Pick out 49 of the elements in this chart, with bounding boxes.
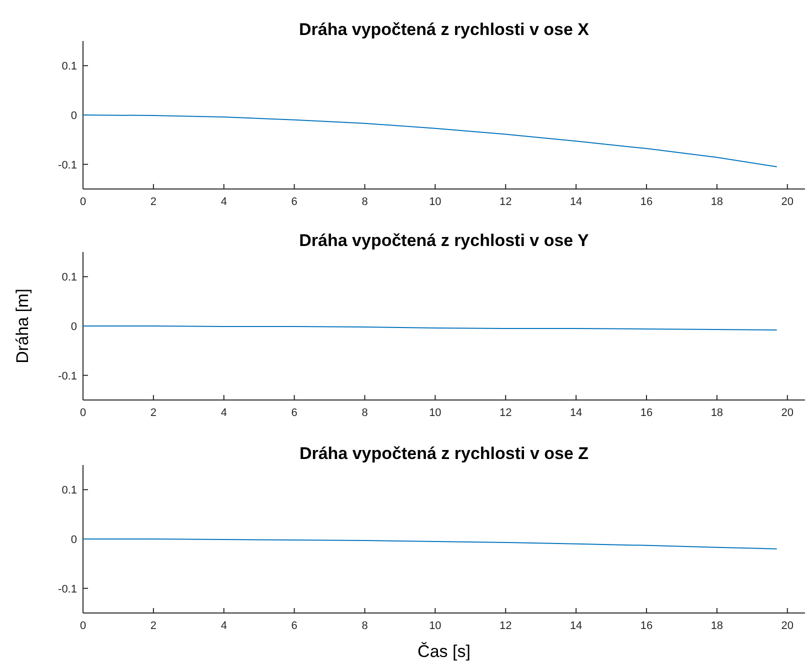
x-tick-label: 16 bbox=[640, 196, 653, 208]
x-tick-label: 18 bbox=[710, 407, 724, 419]
x-tick-label: 18 bbox=[710, 620, 724, 632]
x-tick-label: 16 bbox=[640, 407, 653, 419]
x-tick-label: 2 bbox=[150, 620, 156, 632]
x-tick-label: 20 bbox=[781, 620, 794, 632]
y-tick-label: 0.1 bbox=[62, 272, 77, 284]
x-tick-label: 14 bbox=[570, 620, 582, 632]
x-tick-label: 0 bbox=[80, 196, 86, 208]
y-tick-label: -0.1 bbox=[58, 159, 77, 172]
x-tick-label: 2 bbox=[150, 407, 156, 419]
chart-title: Dráha vypočtená z rychlosti v ose X bbox=[298, 20, 590, 39]
x-tick-label: 18 bbox=[710, 196, 724, 208]
x-tick-label: 0 bbox=[80, 620, 86, 632]
x-tick-label: 8 bbox=[362, 196, 368, 208]
x-tick-label: 6 bbox=[291, 620, 298, 632]
y-tick-label: 0 bbox=[70, 534, 77, 546]
y-tick-label: 0.1 bbox=[62, 484, 77, 497]
chart-title: Dráha vypočtená z rychlosti v ose Y bbox=[299, 231, 590, 250]
y-tick-label: -0.1 bbox=[58, 370, 77, 382]
x-tick-label: 12 bbox=[500, 620, 512, 632]
line-series bbox=[82, 538, 778, 550]
y-tick-label: 0 bbox=[70, 110, 77, 122]
x-tick-label: 4 bbox=[220, 620, 227, 632]
x-tick-label: 4 bbox=[220, 407, 227, 419]
x-tick-label: 10 bbox=[429, 196, 442, 208]
x-tick-label: 12 bbox=[500, 407, 512, 419]
x-tick-label: 10 bbox=[429, 620, 442, 632]
line-series bbox=[82, 114, 778, 168]
x-tick-label: 0 bbox=[80, 407, 86, 419]
x-tick-label: 8 bbox=[362, 407, 368, 419]
x-tick-label: 6 bbox=[291, 196, 298, 208]
x-tick-label: 20 bbox=[781, 407, 794, 419]
x-tick-label: 10 bbox=[429, 407, 442, 419]
y-tick-label: -0.1 bbox=[58, 583, 77, 596]
x-tick-label: 16 bbox=[640, 620, 653, 632]
x-tick-label: 2 bbox=[150, 196, 156, 208]
x-tick-label: 12 bbox=[500, 196, 512, 208]
x-tick-label: 14 bbox=[570, 407, 582, 419]
x-axis-title: Čas [s] bbox=[418, 642, 470, 661]
x-tick-label: 8 bbox=[362, 620, 368, 632]
y-tick-label: 0.1 bbox=[62, 60, 77, 73]
chart-title: Dráha vypočtená z rychlosti v ose Z bbox=[299, 444, 589, 463]
y-axis-title: Dráha [m] bbox=[13, 288, 32, 364]
y-tick-label: 0 bbox=[70, 321, 77, 333]
x-tick-label: 14 bbox=[570, 196, 582, 208]
x-tick-label: 4 bbox=[220, 196, 227, 208]
x-tick-label: 6 bbox=[291, 407, 298, 419]
x-tick-label: 20 bbox=[781, 196, 794, 208]
